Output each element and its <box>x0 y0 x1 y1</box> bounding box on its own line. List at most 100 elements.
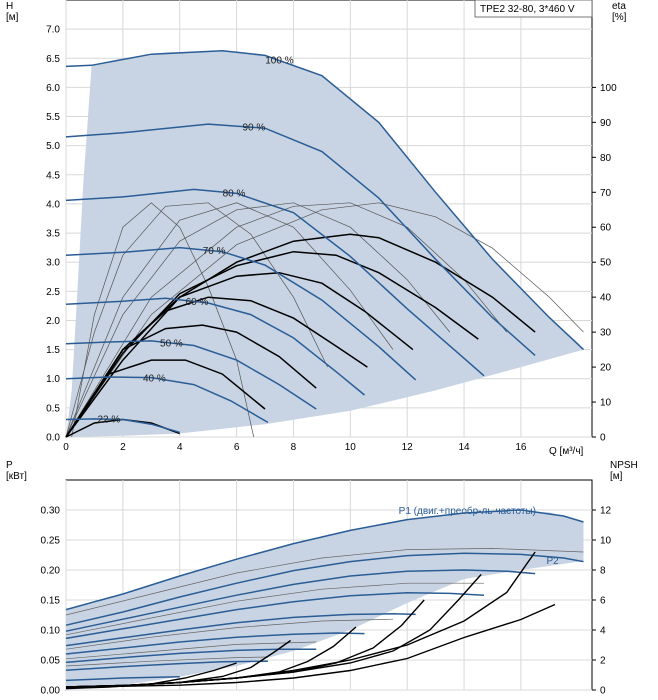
flow-tick-label: 2 <box>120 442 126 453</box>
head-tick-label: 3.5 <box>46 229 60 240</box>
power-tick-label: 0.15 <box>41 596 61 607</box>
speed-curve-label: 40 % <box>143 374 166 385</box>
eta-thin-curve <box>65 202 507 438</box>
speed-curve-label: 60 % <box>186 297 209 308</box>
chart-title-box <box>474 0 593 18</box>
power-tick-label: 0.20 <box>41 566 61 577</box>
power-tick-label: 0.25 <box>41 536 61 547</box>
eta-thin-curve <box>65 202 394 438</box>
npsh-curve <box>65 662 237 690</box>
speed-curve-label: 100 % <box>265 55 293 66</box>
head-tick-label: 2.0 <box>46 316 60 327</box>
power-curve <box>65 552 584 626</box>
speed-curve-label: 50 % <box>160 338 183 349</box>
thin-power-curves <box>65 548 584 667</box>
power-tick-label: 0.10 <box>41 626 61 637</box>
speed-curve-label: 70 % <box>203 246 226 257</box>
head-tick-label: 6.5 <box>46 54 60 65</box>
head-y-ticks: 0.0 0.5 1.0 1.5 2.0 2.5 3.0 3.5 4.0 4.5 5.0 5.5 6.0 6… <box>46 25 60 444</box>
eta-tick-label: 10 <box>600 398 612 409</box>
npsh-tick-label: 8 <box>600 566 606 577</box>
eta-tick-label: 50 <box>600 258 612 269</box>
chart-title: TPE2 32-80, 3*460 V <box>480 4 575 15</box>
eta-curve <box>65 359 266 438</box>
head-tick-label: 5.0 <box>46 141 60 152</box>
eta-tick-label: 20 <box>600 363 612 374</box>
npsh-tick-label: 0 <box>600 686 606 697</box>
eta-tick-label: 40 <box>600 293 612 304</box>
thin-power-curve <box>65 548 584 616</box>
power-curve-labels: P1 (двиг.+преобр-ль частоты) P2 <box>399 505 560 567</box>
head-tick-label: 6.0 <box>46 83 60 94</box>
thin-power-curve <box>65 641 317 660</box>
head-tick-label: 3.0 <box>46 258 60 269</box>
eta-thin-curve <box>65 202 328 438</box>
speed-curve <box>65 340 317 410</box>
speed-curve <box>65 49 585 351</box>
power-tick-label: 0.05 <box>41 656 61 667</box>
npsh-tick-label: 12 <box>600 506 612 517</box>
head-efficiency-chart: 100 % 90 % 80 % 70 % 60 % 50 % 40 % 22 % 0.0 0.5… <box>6 0 627 457</box>
head-axis-label: H [м] <box>6 1 19 23</box>
flow-tick-label: 14 <box>458 442 470 453</box>
head-tick-label: 0.5 <box>46 403 60 414</box>
power-operating-area <box>66 511 584 690</box>
speed-curves <box>65 49 585 434</box>
eta-curve <box>65 324 317 438</box>
speed-curve-label: 90 % <box>242 123 265 134</box>
head-tick-label: 5.5 <box>46 112 60 123</box>
head-tick-label: 2.5 <box>46 287 60 298</box>
speed-curve <box>65 123 536 356</box>
power-y-ticks: 0.00 0.05 0.10 0.15 0.20 0.25 0.30 <box>41 506 61 697</box>
head-tick-label: 4.5 <box>46 170 60 181</box>
eta-y-ticks: 0 10 20 30 40 50 60 70 80 90 100 <box>592 83 617 444</box>
eta-thin-curve <box>71 202 255 438</box>
speed-curve <box>65 188 485 377</box>
power-curve <box>65 676 180 682</box>
eta-tick-label: 70 <box>600 188 612 199</box>
npsh-curve <box>65 603 556 688</box>
power-curve <box>65 613 416 647</box>
eta-thin-curve <box>65 202 584 438</box>
power-curves <box>65 509 584 682</box>
speed-curve <box>65 246 417 381</box>
flow-tick-label: 4 <box>177 442 183 453</box>
power-curve <box>65 632 365 655</box>
power-curve <box>65 660 268 671</box>
power-curve <box>65 648 317 664</box>
speed-curve-label: 80 % <box>223 188 246 199</box>
head-tick-label: 1.5 <box>46 345 60 356</box>
eta-thin-curves <box>65 202 584 438</box>
power-axis-label: P [кВт] <box>6 460 27 482</box>
npsh-curves <box>65 551 556 690</box>
eta-tick-label: 0 <box>600 433 606 444</box>
power-curve <box>65 509 584 611</box>
flow-tick-label: 12 <box>402 442 414 453</box>
eta-tick-label: 60 <box>600 223 612 234</box>
npsh-y-ticks: 0 2 4 6 8 10 12 <box>592 506 612 697</box>
eta-curve <box>65 233 536 438</box>
eta-tick-label: 80 <box>600 153 612 164</box>
speed-curve-label: 22 % <box>97 414 120 425</box>
head-tick-label: 4.0 <box>46 199 60 210</box>
npsh-tick-label: 10 <box>600 536 612 547</box>
npsh-tick-label: 2 <box>600 656 606 667</box>
flow-tick-label: 10 <box>345 442 357 453</box>
thin-power-curve <box>65 582 484 636</box>
npsh-tick-label: 4 <box>600 626 606 637</box>
eta-tick-label: 90 <box>600 118 612 129</box>
head-tick-label: 7.0 <box>46 25 60 36</box>
flow-axis-label: Q [м³/ч] <box>549 446 584 457</box>
eta-tick-label: 100 <box>600 83 617 94</box>
thin-power-curve <box>65 656 268 667</box>
power-curve-label: P1 (двиг.+преобр-ль частоты) <box>399 505 536 517</box>
speed-curve <box>65 418 180 434</box>
flow-x-ticks: 0 2 4 6 8 10 12 14 16 <box>63 442 527 453</box>
flow-tick-label: 6 <box>234 442 240 453</box>
npsh-tick-label: 6 <box>600 596 606 607</box>
eta-curve <box>65 296 368 438</box>
eta-axis-label: eta [%] <box>612 1 627 23</box>
power-curve <box>65 592 485 640</box>
flow-tick-label: 16 <box>515 442 527 453</box>
